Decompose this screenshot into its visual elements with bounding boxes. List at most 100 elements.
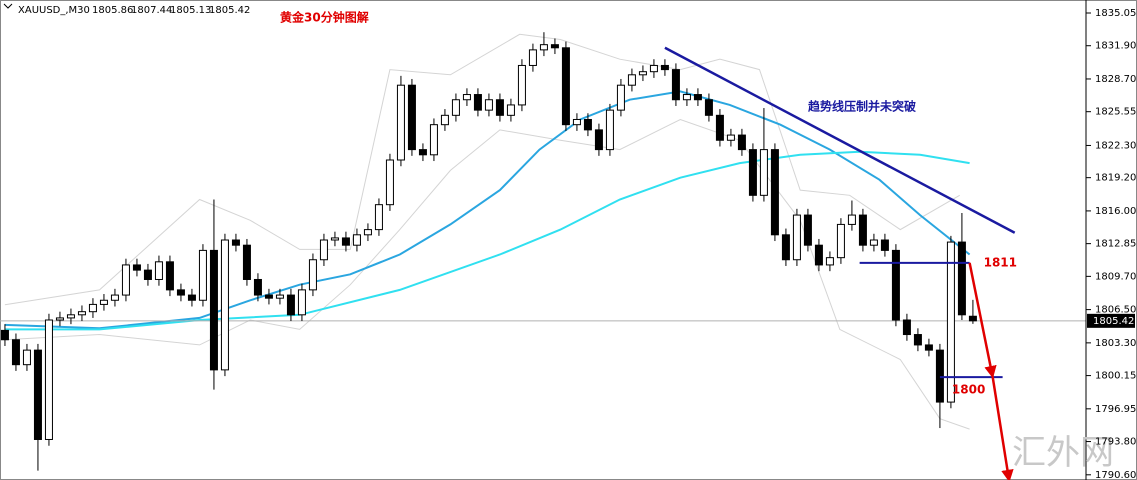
candle-body: [385, 159, 394, 206]
candle-body: [550, 44, 559, 49]
symbol: XAUUSD_,M30: [18, 5, 90, 16]
candle-body: [440, 114, 449, 126]
ohlc-high: 1807.44: [131, 5, 172, 16]
candle-body: [715, 114, 724, 141]
overlay-line: [4, 118, 970, 430]
candle-body: [704, 99, 713, 116]
candle-body: [407, 84, 416, 151]
candle-body: [803, 214, 812, 246]
candle-body: [792, 214, 801, 261]
candle-body: [594, 129, 603, 151]
level-label: 1800: [952, 383, 985, 397]
candle-body: [308, 259, 317, 291]
candle-body: [660, 64, 669, 71]
overlay-line: [4, 90, 971, 330]
y-tick-label: 1822.30: [1095, 140, 1136, 151]
ohlc-low: 1805.13: [170, 5, 211, 16]
candle-body: [165, 261, 174, 291]
candle-body: [143, 269, 152, 280]
y-tick-label: 1819.20: [1095, 173, 1136, 184]
candle-body: [330, 237, 339, 241]
candle-body: [627, 74, 636, 86]
candle-body: [55, 317, 64, 321]
y-tick-label: 1835.05: [1095, 8, 1136, 19]
y-tick-label: 1796.95: [1095, 404, 1136, 415]
candle-body: [561, 47, 570, 126]
candle-body: [825, 257, 834, 266]
candle-body: [671, 69, 680, 101]
candle-body: [88, 303, 97, 313]
candle-body: [297, 289, 306, 316]
candle-body: [110, 294, 119, 301]
candle-body: [902, 319, 911, 336]
candle-body: [693, 94, 702, 101]
candle-body: [187, 294, 196, 301]
candle-body: [858, 214, 867, 246]
candle-body: [913, 334, 922, 346]
watermark: 汇外网: [1012, 433, 1114, 473]
price-tag: [1087, 313, 1135, 328]
candle-body: [682, 94, 691, 101]
candle-body: [198, 249, 207, 301]
candle-body: [396, 84, 405, 161]
y-tick-label: 1828.70: [1095, 74, 1136, 85]
candle-body: [341, 237, 350, 246]
candle-body: [264, 294, 273, 299]
candle-body: [924, 344, 933, 351]
header-icon: [3, 3, 13, 9]
candle-body: [33, 349, 42, 440]
candle-body: [737, 134, 746, 151]
y-tick-label: 1825.55: [1095, 107, 1136, 118]
ohlc-open: 1805.86: [92, 5, 133, 16]
y-tick-label: 1793.80: [1095, 437, 1136, 448]
y-tick-label: 1803.30: [1095, 338, 1136, 349]
y-tick-label: 1812.85: [1095, 239, 1136, 250]
candle-body: [429, 124, 438, 156]
candle-body: [539, 44, 548, 51]
candle-body: [473, 94, 482, 111]
candle-body: [462, 94, 471, 101]
candle-body: [946, 241, 955, 403]
candle-body: [847, 214, 856, 225]
y-tick-label: 1806.50: [1095, 305, 1136, 316]
candle-body: [242, 244, 251, 280]
candle-body: [154, 261, 163, 280]
price-tag-label: 1805.42: [1093, 316, 1134, 327]
candle-body: [748, 149, 757, 196]
y-tick-label: 1831.90: [1095, 41, 1136, 52]
y-tick-label: 1809.70: [1095, 271, 1136, 282]
candle-body: [319, 239, 328, 261]
candle-body: [649, 64, 658, 73]
candle-body: [22, 349, 31, 366]
candle-body: [374, 204, 383, 231]
candle-body: [968, 315, 977, 322]
candle-body: [286, 294, 295, 316]
candle-body: [231, 239, 240, 246]
y-tick-label: 1816.00: [1095, 206, 1136, 217]
candle-body: [528, 49, 537, 66]
candle-body: [869, 239, 878, 246]
candle-body: [836, 223, 845, 259]
chart-title: 黄金30分钟图解: [280, 10, 369, 25]
candle-body: [583, 118, 592, 131]
candle-body: [418, 149, 427, 156]
candle-body: [572, 118, 581, 126]
candle-body: [121, 264, 130, 296]
candle-body: [363, 229, 372, 236]
annotation: 趋势线压制并未突破: [808, 99, 916, 114]
candle-body: [209, 249, 218, 371]
candle-body: [275, 294, 284, 299]
ohlc-close: 1805.42: [209, 5, 250, 16]
level-label: 1811: [984, 255, 1017, 269]
candle-body: [726, 134, 735, 141]
candle-body: [638, 71, 647, 76]
candle-body: [517, 64, 526, 106]
candle-body: [132, 264, 141, 271]
candle-body: [0, 329, 9, 341]
candle-body: [605, 109, 614, 151]
y-tick-label: 1800.15: [1095, 371, 1136, 382]
overlay-line: [4, 33, 960, 306]
y-tick-label: 1790.60: [1095, 470, 1136, 480]
plot-area: 181118001790: [0, 32, 1086, 480]
